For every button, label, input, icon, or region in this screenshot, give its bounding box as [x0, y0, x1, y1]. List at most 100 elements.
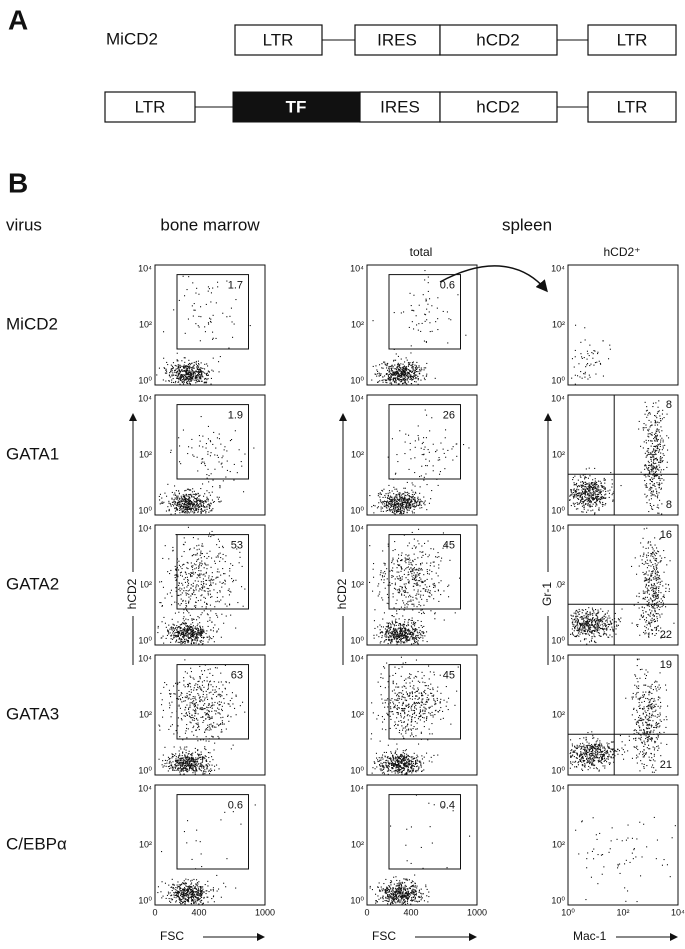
event-dot [653, 466, 655, 468]
event-dot [408, 563, 410, 565]
event-dot [216, 571, 218, 573]
event-dot [583, 501, 585, 503]
event-dot [377, 506, 379, 508]
event-dot [404, 585, 406, 587]
event-dot [400, 566, 402, 568]
event-dot [600, 619, 602, 621]
event-dot [443, 590, 445, 592]
event-dot [198, 435, 200, 437]
event-dot [174, 513, 176, 515]
event-dot [192, 569, 194, 571]
event-dot [176, 508, 178, 510]
event-dot [382, 379, 384, 381]
event-dot [412, 366, 414, 368]
event-dot [195, 493, 197, 495]
event-dot [181, 508, 183, 510]
event-dot [200, 595, 202, 597]
event-dot [415, 638, 417, 640]
event-dot [377, 595, 379, 597]
event-dot [650, 440, 652, 442]
event-dot [403, 637, 405, 639]
event-dot [384, 363, 386, 365]
event-dot [414, 569, 416, 571]
event-dot [396, 589, 398, 591]
event-dot [389, 377, 391, 379]
event-dot [206, 477, 208, 479]
event-dot [217, 498, 219, 500]
event-dot [180, 640, 182, 642]
event-dot [406, 625, 408, 627]
event-dot [424, 542, 426, 544]
event-dot [200, 583, 202, 585]
event-dot [211, 638, 213, 640]
event-dot [578, 608, 580, 610]
event-dot [596, 491, 598, 493]
event-dot [400, 629, 402, 631]
event-dot [202, 504, 204, 506]
event-dot [216, 592, 218, 594]
event-dot [198, 377, 200, 379]
event-dot [380, 373, 382, 375]
event-dot [184, 366, 186, 368]
event-dot [185, 500, 187, 502]
event-dot [608, 358, 610, 360]
event-dot [600, 608, 602, 610]
event-dot [183, 623, 185, 625]
event-dot [588, 619, 590, 621]
gate [388, 274, 461, 350]
event-dot [187, 378, 189, 380]
event-dot [393, 587, 395, 589]
event-dot [595, 501, 597, 503]
event-dot [201, 594, 203, 596]
event-dot [570, 489, 572, 491]
event-dot [207, 322, 209, 324]
event-dot [400, 570, 402, 572]
event-dot [396, 501, 398, 503]
event-dot [437, 589, 439, 591]
event-dot [658, 477, 660, 479]
event-dot [180, 638, 182, 640]
event-dot [408, 639, 410, 641]
event-dot [417, 435, 419, 437]
event-dot [184, 638, 186, 640]
event-dot [399, 590, 401, 592]
event-dot [404, 361, 406, 363]
event-dot [399, 511, 401, 513]
event-dot [398, 365, 400, 367]
event-dot [385, 373, 387, 375]
event-dot [417, 584, 419, 586]
event-dot [399, 492, 401, 494]
event-dot [190, 629, 192, 631]
event-dot [598, 508, 600, 510]
event-dot [400, 498, 402, 500]
event-dot [583, 507, 585, 509]
event-dot [416, 575, 418, 577]
event-dot [188, 376, 190, 378]
event-dot [418, 365, 420, 367]
event-dot [177, 497, 179, 499]
event-dot [382, 632, 384, 634]
event-dot [414, 378, 416, 380]
event-dot [429, 565, 431, 567]
event-dot [166, 593, 168, 595]
event-dot [599, 480, 601, 482]
event-dot [405, 635, 407, 637]
event-dot [410, 378, 412, 380]
event-dot [196, 640, 198, 642]
event-dot [584, 373, 586, 375]
event-dot [400, 372, 402, 374]
event-dot [406, 359, 408, 361]
event-dot [586, 364, 588, 366]
event-dot [409, 504, 411, 506]
event-dot [386, 636, 388, 638]
event-dot [651, 454, 653, 456]
event-dot [237, 602, 239, 604]
event-dot [574, 356, 576, 358]
event-dot [403, 371, 405, 373]
event-dot [577, 503, 579, 505]
event-dot [602, 634, 604, 636]
event-dot [187, 502, 189, 504]
event-dot [395, 472, 397, 474]
event-dot [193, 490, 195, 492]
event-dot [185, 373, 187, 375]
